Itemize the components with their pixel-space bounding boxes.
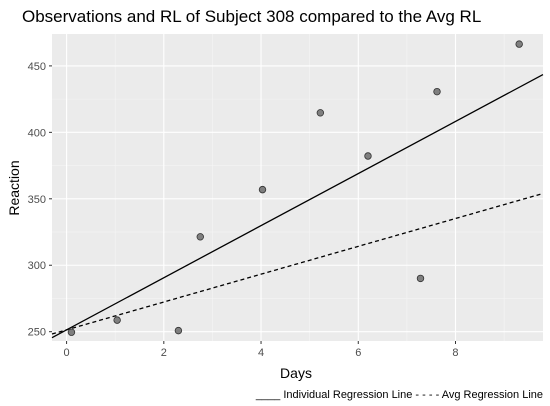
x-tick-label: 6 — [355, 347, 361, 359]
x-tick-label: 8 — [452, 347, 458, 359]
data-point — [364, 152, 372, 160]
data-point — [258, 185, 267, 194]
y-tick-label: 300 — [28, 260, 46, 272]
avg-regression-line — [51, 192, 544, 335]
data-point — [67, 328, 76, 336]
data-points — [67, 40, 523, 336]
x-tick-label: 4 — [258, 347, 264, 359]
x-axis-title: Days — [280, 365, 312, 381]
individual-regression-line — [51, 73, 544, 339]
data-point — [196, 233, 204, 241]
y-tick-label: 450 — [28, 61, 46, 73]
y-axis-ticks: 250 300 350 400 450 — [28, 61, 52, 339]
y-axis-title: Reaction — [6, 160, 22, 215]
data-point — [316, 109, 325, 117]
data-point — [433, 87, 441, 96]
data-point — [174, 326, 183, 335]
y-tick-label: 400 — [28, 127, 46, 139]
regression-lines — [51, 73, 544, 339]
grid-minor — [52, 34, 543, 341]
x-tick-label: 2 — [161, 347, 167, 359]
data-point — [515, 40, 523, 48]
x-tick-label: 0 — [64, 347, 70, 359]
grid-major — [52, 34, 543, 341]
y-tick-label: 350 — [28, 194, 46, 206]
plot-panel — [52, 34, 543, 341]
chart-title: Observations and RL of Subject 308 compa… — [22, 7, 481, 26]
data-point — [416, 274, 425, 283]
chart-caption: ____ Individual Regression Line - - - - … — [255, 389, 543, 401]
data-point — [113, 316, 121, 324]
y-tick-label: 250 — [28, 327, 46, 339]
x-axis-ticks: 0 2 4 6 8 — [64, 341, 459, 359]
